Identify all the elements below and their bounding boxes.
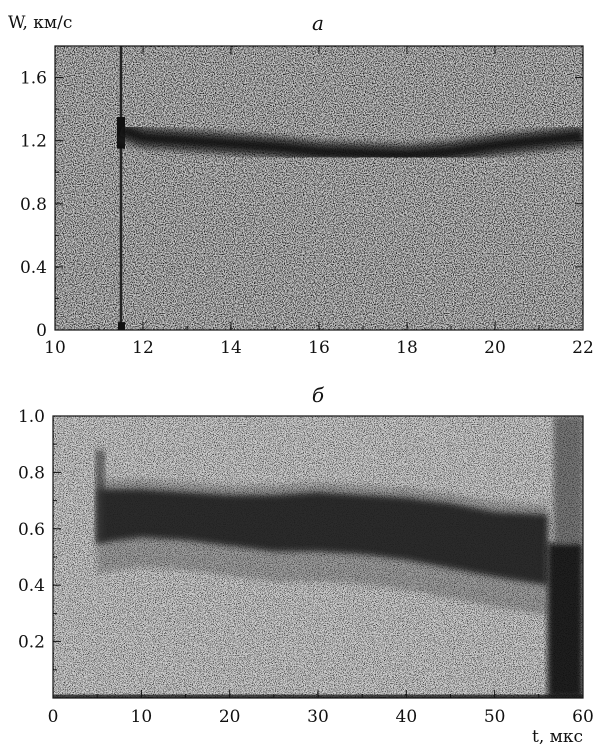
panel-a-noise [55,46,583,330]
panel-a-ytick-label: 0.8 [20,195,47,215]
panel-a-event-base [118,322,125,330]
panel-b-xtick-label: 60 [572,707,594,727]
panel-a-xtick-label: 22 [572,338,594,358]
panel-b: 0 10 20 30 40 50 60 0.2 0.4 0.6 0.8 1.0 б t, мкс [18,383,594,747]
panel-a-ytick-label: 1.6 [20,69,47,89]
panel-a-ytick-label: 1.2 [20,132,47,152]
panel-b-start-burst [95,449,106,543]
panel-a-ylabel: W, км/с [8,13,72,33]
panel-a-ytick-label: 0.4 [20,258,47,278]
panel-a-xtick-label: 10 [44,338,66,358]
panel-a-xtick-label: 18 [396,338,418,358]
panel-b-ytick-label: 0.8 [18,463,45,483]
panel-a: 10 12 14 16 18 20 22 0 0.4 0.8 1.2 1.6 а W, км/с [8,11,594,358]
panel-b-xlabel: t, мкс [532,727,583,747]
panel-a-ytick-label: 0 [36,321,47,341]
panel-a-axes: 10 12 14 16 18 20 22 0 0.4 0.8 1.2 1.6 [20,45,594,358]
panel-b-signal-band [53,416,583,698]
panel-a-xtick-label: 12 [132,338,154,358]
panel-b-xtick-label: 30 [307,707,329,727]
panel-a-title: а [312,11,324,35]
panel-b-band-core [97,489,548,586]
panel-a-xtick-label: 16 [308,338,330,358]
panel-a-band-core [118,123,583,161]
panel-a-xtick-label: 14 [220,338,242,358]
panel-b-xtick-label: 0 [48,707,59,727]
panel-b-drop-upper [553,416,583,543]
panel-b-ytick-label: 1.0 [18,407,45,427]
panel-b-xtick-label: 50 [484,707,506,727]
panel-b-title: б [312,383,325,407]
panel-b-xtick-label: 10 [131,707,153,727]
panel-b-axes: 0 10 20 30 40 50 60 0.2 0.4 0.6 0.8 1.0 [18,407,594,727]
panel-b-xtick-label: 20 [219,707,241,727]
panel-b-ytick-label: 0.4 [18,576,45,596]
panel-b-xtick-label: 40 [396,707,418,727]
panel-b-ytick-label: 0.6 [18,520,45,540]
panel-a-signal-band [116,46,583,330]
panel-b-ytick-label: 0.2 [18,633,45,653]
panel-a-xtick-label: 20 [484,338,506,358]
panel-b-drop-region [547,542,583,698]
